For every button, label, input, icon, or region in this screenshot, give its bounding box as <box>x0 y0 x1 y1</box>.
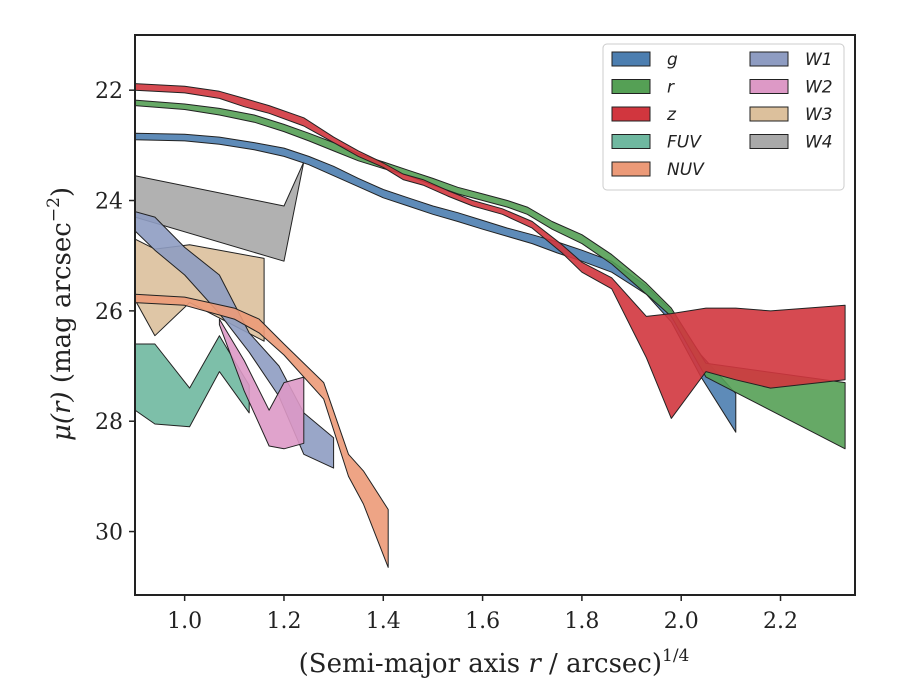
legend-label-w3: W3 <box>805 105 833 125</box>
x-tick-label: 1.2 <box>266 609 301 634</box>
band-w2 <box>218 318 305 450</box>
legend-swatch-w1 <box>749 51 789 67</box>
x-tick-label: 2.0 <box>664 609 699 634</box>
legend-label-w1: W1 <box>805 50 833 70</box>
legend-swatch-w2 <box>749 79 789 94</box>
legend-label-r: r <box>667 78 675 98</box>
x-tick-label: 1.6 <box>465 609 500 634</box>
legend: grz FUV NUV W1 W2 W3 W4 <box>602 43 845 191</box>
legend-label-g: g <box>667 50 678 70</box>
y-tick-label: 22 <box>95 79 123 104</box>
y-tick-label: 24 <box>95 190 123 215</box>
axes: 1.0 1.2 1.4 1.6 1.8 2.0 2.2 22 24 26 28 30 <box>95 34 856 634</box>
band-z <box>135 83 846 419</box>
band-g <box>135 132 737 433</box>
legend-swatch-nuv <box>611 161 651 177</box>
legend-swatch-w4 <box>749 134 789 149</box>
legend-swatch-w3 <box>749 106 789 122</box>
x-tick-label: 1.4 <box>366 609 401 634</box>
legend-swatch-r <box>611 79 651 94</box>
legend-label-z: z <box>666 105 677 125</box>
y-tick-label: 26 <box>95 300 123 325</box>
plot-frame <box>134 34 856 596</box>
legend-swatch-g <box>611 51 651 67</box>
y-axis-label: μ(r) (mag arcsec−2) <box>44 187 77 441</box>
legend-label-nuv: NUV <box>667 160 705 180</box>
y-tick-label: 28 <box>95 410 123 435</box>
legend-swatch-z <box>611 106 651 122</box>
band-nuv <box>135 293 389 568</box>
y-tick-label: 30 <box>95 521 123 546</box>
legend-label-w2: W2 <box>805 78 833 98</box>
x-tick-label: 1.0 <box>167 609 202 634</box>
band-w4 <box>135 161 305 262</box>
plot-area <box>135 83 846 568</box>
legend-label-fuv: FUV <box>667 133 702 153</box>
legend-swatch-fuv <box>611 134 651 149</box>
band-fuv <box>135 335 250 428</box>
x-tick-label: 2.2 <box>763 609 798 634</box>
x-axis-label: (Semi-major axis r / arcsec)1/4 <box>299 646 690 679</box>
x-tick-label: 1.8 <box>564 609 599 634</box>
legend-label-w4: W4 <box>805 133 833 153</box>
